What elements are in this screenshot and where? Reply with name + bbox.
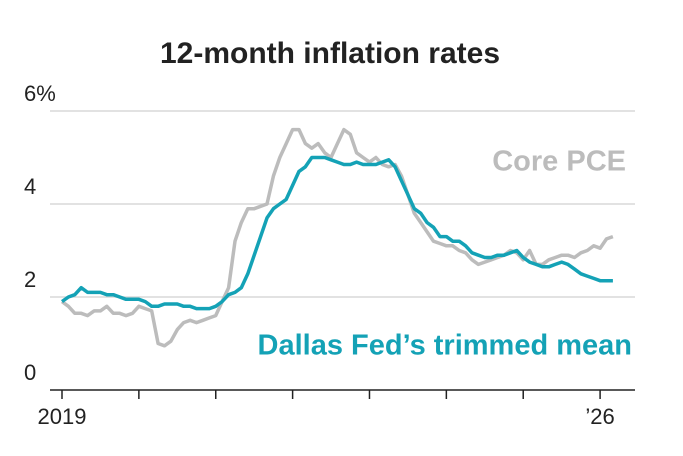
y-tick-label: 0 <box>24 360 36 385</box>
series-label: Dallas Fed’s trimmed mean <box>258 330 632 362</box>
chart-title: 12-month inflation rates <box>160 37 500 70</box>
series-label: Core PCE <box>492 146 626 178</box>
y-tick-label: 2 <box>24 267 36 292</box>
y-tick-label: 6% <box>24 81 56 106</box>
x-tick-label: 2019 <box>38 404 87 429</box>
y-tick-label: 4 <box>24 174 36 199</box>
series-line <box>60 155 613 311</box>
x-tick-label: ’26 <box>585 404 614 429</box>
